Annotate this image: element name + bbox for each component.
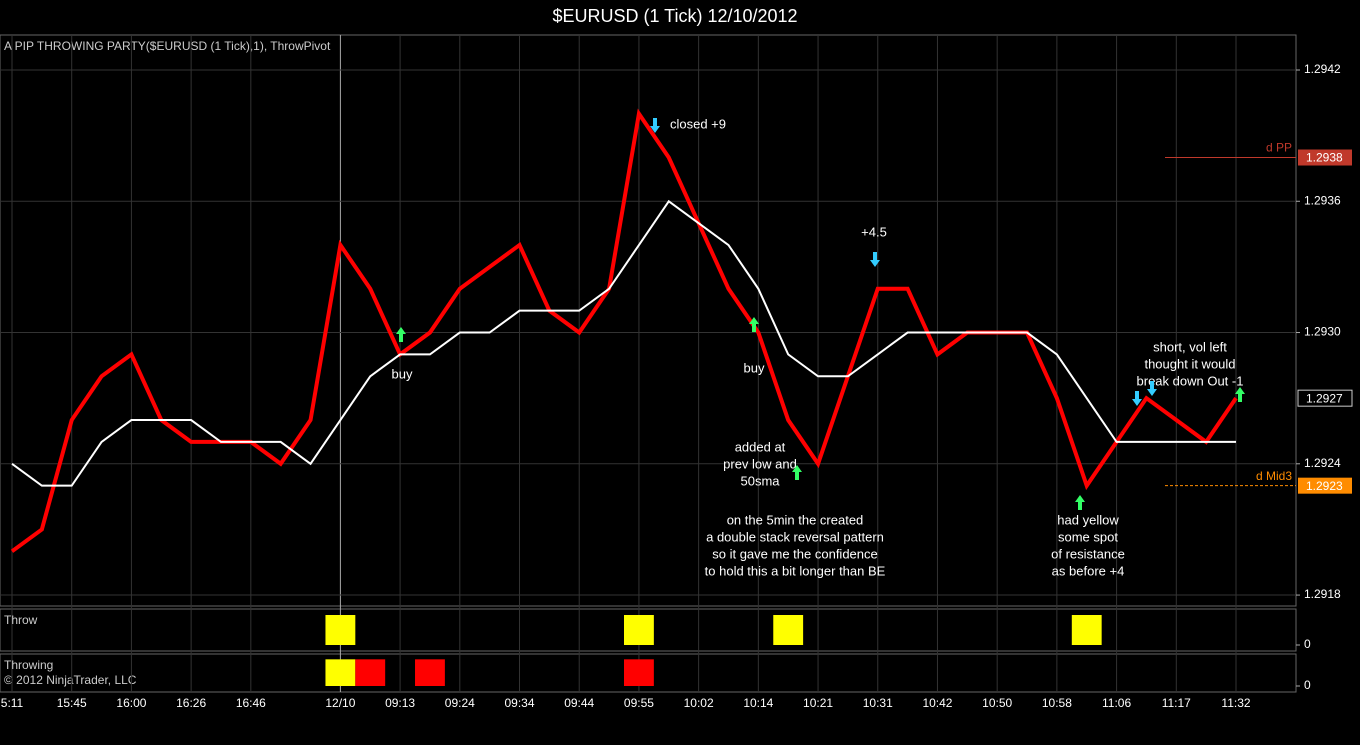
x-tick-label: 09:24 (445, 696, 475, 710)
x-tick-label: 10:58 (1042, 696, 1072, 710)
x-tick-label: 16:46 (236, 696, 266, 710)
annotation: thought it would (1144, 356, 1235, 371)
panel-title: Throw (4, 613, 38, 627)
x-tick-label: 16:26 (176, 696, 206, 710)
annotation: of resistance (1051, 546, 1125, 561)
bar (1071, 615, 1102, 645)
chart-title: $EURUSD (1 Tick) 12/10/2012 (552, 6, 797, 26)
price-panel (0, 34, 1297, 607)
bar (773, 615, 804, 645)
price-tag (1298, 149, 1352, 166)
x-tick-label: 10:14 (743, 696, 773, 710)
sma-line (11, 199, 1236, 487)
annotation: a double stack reversal pattern (706, 529, 884, 544)
sell-arrow (870, 252, 880, 267)
annotation: buy (744, 360, 765, 375)
indicator-label: A PIP THROWING PARTY($EURUSD (1 Tick),1)… (4, 39, 331, 53)
x-tick-label: 16:00 (116, 696, 146, 710)
last-price-label: 1.2927 (1306, 391, 1343, 405)
buy-arrow (1235, 387, 1245, 402)
x-tick-label: 09:13 (385, 696, 415, 710)
x-tick-label: 15:45 (57, 696, 87, 710)
bar (325, 615, 356, 645)
panel-title: Throwing (4, 658, 53, 672)
y-tick-label: 1.2918 (1304, 587, 1341, 601)
x-tick-label: 10:02 (684, 696, 714, 710)
x-tick-label: 10:21 (803, 696, 833, 710)
x-tick-label: 10:42 (922, 696, 952, 710)
annotation: prev low and (723, 456, 797, 471)
annotation: short, vol left (1153, 339, 1227, 354)
y-tick-label: 1.2942 (1304, 62, 1341, 76)
annotation: had yellow (1057, 512, 1119, 527)
annotation: 50sma (740, 473, 780, 488)
bar (325, 659, 356, 686)
price-tag-label: 1.2938 (1306, 151, 1343, 165)
annotation: on the 5min the created (727, 512, 864, 527)
buy-arrow (792, 465, 802, 480)
price-line (10, 108, 1238, 553)
annotation: added at (735, 439, 786, 454)
annotation: break down Out -1 (1137, 373, 1244, 388)
annotation: buy (392, 366, 413, 381)
bar (355, 659, 386, 686)
x-tick-label: 11:17 (1162, 696, 1191, 710)
throwing-panel (0, 653, 1297, 693)
bar (624, 615, 654, 645)
sell-arrow (1147, 381, 1157, 396)
y-tick-label: 1.2936 (1304, 193, 1341, 207)
buy-arrow (1075, 495, 1085, 510)
throw-panel (0, 608, 1297, 652)
level-name: d PP (1266, 141, 1292, 155)
y-tick-label: 1.2930 (1304, 325, 1341, 339)
annotation: so it gave me the confidence (712, 546, 878, 561)
sell-arrow (1132, 391, 1142, 406)
annotation: to hold this a bit longer than BE (705, 563, 886, 578)
level-name: d Mid3 (1256, 469, 1292, 483)
x-tick-label: 10:50 (982, 696, 1012, 710)
bar (415, 659, 445, 686)
x-tick-label: 10:31 (863, 696, 893, 710)
price-tag (1298, 477, 1352, 494)
x-tick-label: 12/10 (325, 696, 355, 710)
x-tick-label: 09:55 (624, 696, 654, 710)
y-tick-label: 1.2924 (1304, 456, 1341, 470)
last-price-tag (1297, 389, 1353, 407)
annotation: closed +9 (670, 116, 726, 131)
sell-arrow (650, 118, 660, 133)
x-tick-label: 11:06 (1102, 696, 1131, 710)
annotation: +4.5 (861, 224, 887, 239)
x-tick-label: 5:11 (1, 696, 24, 710)
bar (624, 659, 654, 686)
price-tag-label: 1.2923 (1306, 479, 1343, 493)
buy-arrow (749, 317, 759, 332)
copyright: © 2012 NinjaTrader, LLC (4, 673, 137, 687)
annotation: as before +4 (1052, 563, 1125, 578)
y-tick-label: 0 (1304, 678, 1311, 692)
buy-arrow (396, 327, 406, 342)
x-tick-label: 11:32 (1221, 696, 1250, 710)
y-tick-label: 0 (1304, 637, 1311, 651)
x-tick-label: 09:34 (504, 696, 534, 710)
annotation: some spot (1058, 529, 1118, 544)
x-tick-label: 09:44 (564, 696, 594, 710)
